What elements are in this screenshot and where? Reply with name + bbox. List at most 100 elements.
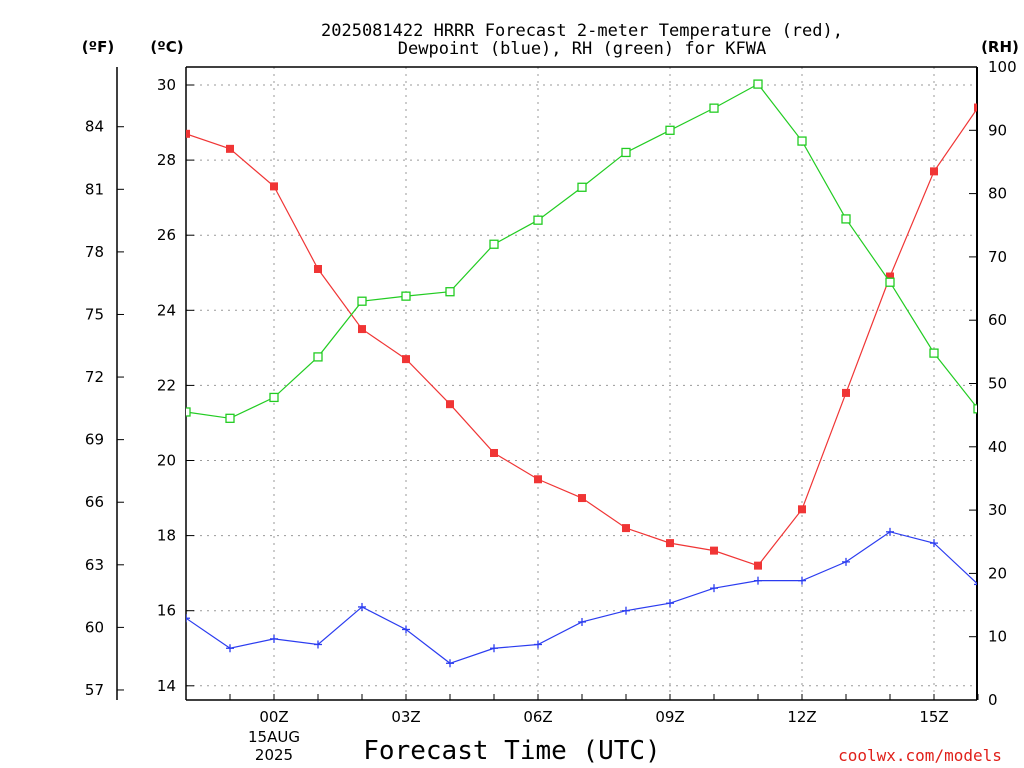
celsius-unit-label: (ºC) bbox=[150, 38, 183, 56]
dewpoint-point bbox=[186, 614, 190, 623]
temperature-point bbox=[842, 388, 850, 397]
temperature-point bbox=[578, 494, 586, 503]
temperature-point bbox=[886, 272, 894, 281]
dewpoint-point bbox=[490, 644, 498, 653]
temperature-point bbox=[798, 505, 806, 514]
temperature-point bbox=[270, 182, 278, 191]
rh-point bbox=[357, 296, 367, 306]
temperature-point bbox=[402, 355, 410, 364]
rh-tick-label: 20 bbox=[988, 564, 1007, 582]
fahrenheit-unit-label: (ºF) bbox=[82, 38, 114, 56]
rh-tick-label: 90 bbox=[988, 121, 1007, 139]
temperature-point bbox=[534, 475, 542, 484]
dewpoint-point bbox=[754, 576, 762, 585]
credit-link[interactable]: coolwx.com/models bbox=[838, 746, 1002, 765]
dewpoint-point bbox=[314, 640, 322, 649]
temperature-point bbox=[930, 167, 938, 176]
rh-point bbox=[489, 239, 499, 249]
dewpoint-point bbox=[666, 599, 674, 608]
temperature-point bbox=[974, 103, 977, 112]
rh-point bbox=[621, 147, 631, 158]
rh-tick-label: 70 bbox=[988, 248, 1007, 266]
rh-point bbox=[841, 214, 851, 224]
rh-point bbox=[533, 215, 543, 225]
rh-point bbox=[225, 413, 235, 423]
dewpoint-point bbox=[578, 617, 586, 626]
rh-tick-label: 60 bbox=[988, 311, 1007, 329]
grid-lines bbox=[186, 67, 977, 700]
temperature-point bbox=[358, 325, 366, 334]
dewpoint-line bbox=[186, 531, 977, 664]
axes: 14 16 18 20 22 24 26 28 30 57 60 63 66 69 72 75 78 81 84 0 1… bbox=[85, 58, 1017, 726]
celsius-tick-label: 30 bbox=[157, 76, 176, 94]
dewpoint-point bbox=[842, 557, 850, 566]
celsius-tick-label: 18 bbox=[157, 527, 176, 545]
temperature-point bbox=[186, 129, 190, 138]
date-label-day: 15AUG bbox=[248, 728, 300, 746]
rh-point bbox=[313, 352, 323, 362]
rh-tick-label: 80 bbox=[988, 185, 1007, 203]
dewpoint-point bbox=[710, 584, 718, 593]
rh-point bbox=[186, 407, 191, 417]
temperature-point bbox=[314, 264, 322, 273]
dewpoint-point bbox=[974, 583, 977, 586]
rh-point bbox=[665, 125, 675, 135]
x-tick-label: 15Z bbox=[919, 708, 948, 726]
rh-point bbox=[753, 79, 763, 89]
temperature-point bbox=[226, 144, 234, 153]
temperature-point bbox=[446, 400, 454, 409]
temperature-point bbox=[754, 561, 762, 570]
dewpoint-point bbox=[798, 576, 806, 585]
celsius-tick-label: 26 bbox=[157, 226, 176, 244]
celsius-tick-label: 28 bbox=[157, 151, 176, 169]
x-tick-label: 03Z bbox=[391, 708, 420, 726]
fahrenheit-tick-label: 66 bbox=[85, 493, 104, 511]
rh-point bbox=[709, 103, 719, 113]
rh-point bbox=[269, 392, 279, 403]
x-tick-label: 00Z bbox=[259, 708, 288, 726]
fahrenheit-tick-label: 75 bbox=[85, 305, 104, 323]
temperature-point bbox=[666, 539, 674, 548]
dewpoint-point bbox=[270, 634, 278, 643]
rh-tick-label: 40 bbox=[988, 438, 1007, 456]
dewpoint-point bbox=[226, 644, 234, 653]
rh-tick-label: 100 bbox=[988, 58, 1017, 76]
rh-point bbox=[929, 348, 939, 358]
dewpoint-point bbox=[622, 606, 630, 615]
x-axis-title: Forecast Time (UTC) bbox=[363, 736, 660, 766]
dewpoint-point bbox=[446, 659, 454, 668]
fahrenheit-tick-label: 63 bbox=[85, 556, 104, 574]
celsius-tick-label: 20 bbox=[157, 452, 176, 470]
celsius-tick-label: 16 bbox=[157, 602, 176, 620]
dewpoint-point bbox=[402, 625, 410, 634]
temperature-point bbox=[622, 524, 630, 533]
x-tick-label: 12Z bbox=[787, 708, 816, 726]
rh-point bbox=[445, 287, 455, 297]
fahrenheit-tick-label: 72 bbox=[85, 368, 104, 386]
rh-tick-label: 50 bbox=[988, 375, 1007, 393]
series-group bbox=[186, 79, 977, 668]
rh-tick-label: 0 bbox=[988, 691, 998, 709]
fahrenheit-tick-label: 78 bbox=[85, 243, 104, 261]
dewpoint-point bbox=[930, 539, 938, 548]
temperature-point bbox=[710, 546, 718, 555]
fahrenheit-tick-label: 60 bbox=[85, 618, 104, 636]
chart-title-line1: 2025081422 HRRR Forecast 2-meter Tempera… bbox=[321, 21, 843, 41]
fahrenheit-tick-label: 81 bbox=[85, 180, 104, 198]
dewpoint-point bbox=[534, 640, 542, 649]
rh-tick-label: 10 bbox=[988, 628, 1007, 646]
rh-line bbox=[186, 83, 977, 419]
rh-tick-label: 30 bbox=[988, 501, 1007, 519]
x-tick-label: 06Z bbox=[523, 708, 552, 726]
dewpoint-point bbox=[358, 602, 366, 611]
date-label-year: 2025 bbox=[255, 746, 293, 764]
data-series bbox=[186, 79, 977, 668]
dewpoint-point bbox=[886, 527, 894, 536]
rh-point bbox=[973, 404, 977, 414]
chart-title-line2: Dewpoint (blue), RH (green) for KFWA bbox=[398, 39, 766, 59]
celsius-tick-label: 22 bbox=[157, 376, 176, 394]
celsius-tick-label: 14 bbox=[157, 677, 176, 695]
rh-point bbox=[577, 182, 587, 192]
rh-point bbox=[401, 291, 411, 301]
